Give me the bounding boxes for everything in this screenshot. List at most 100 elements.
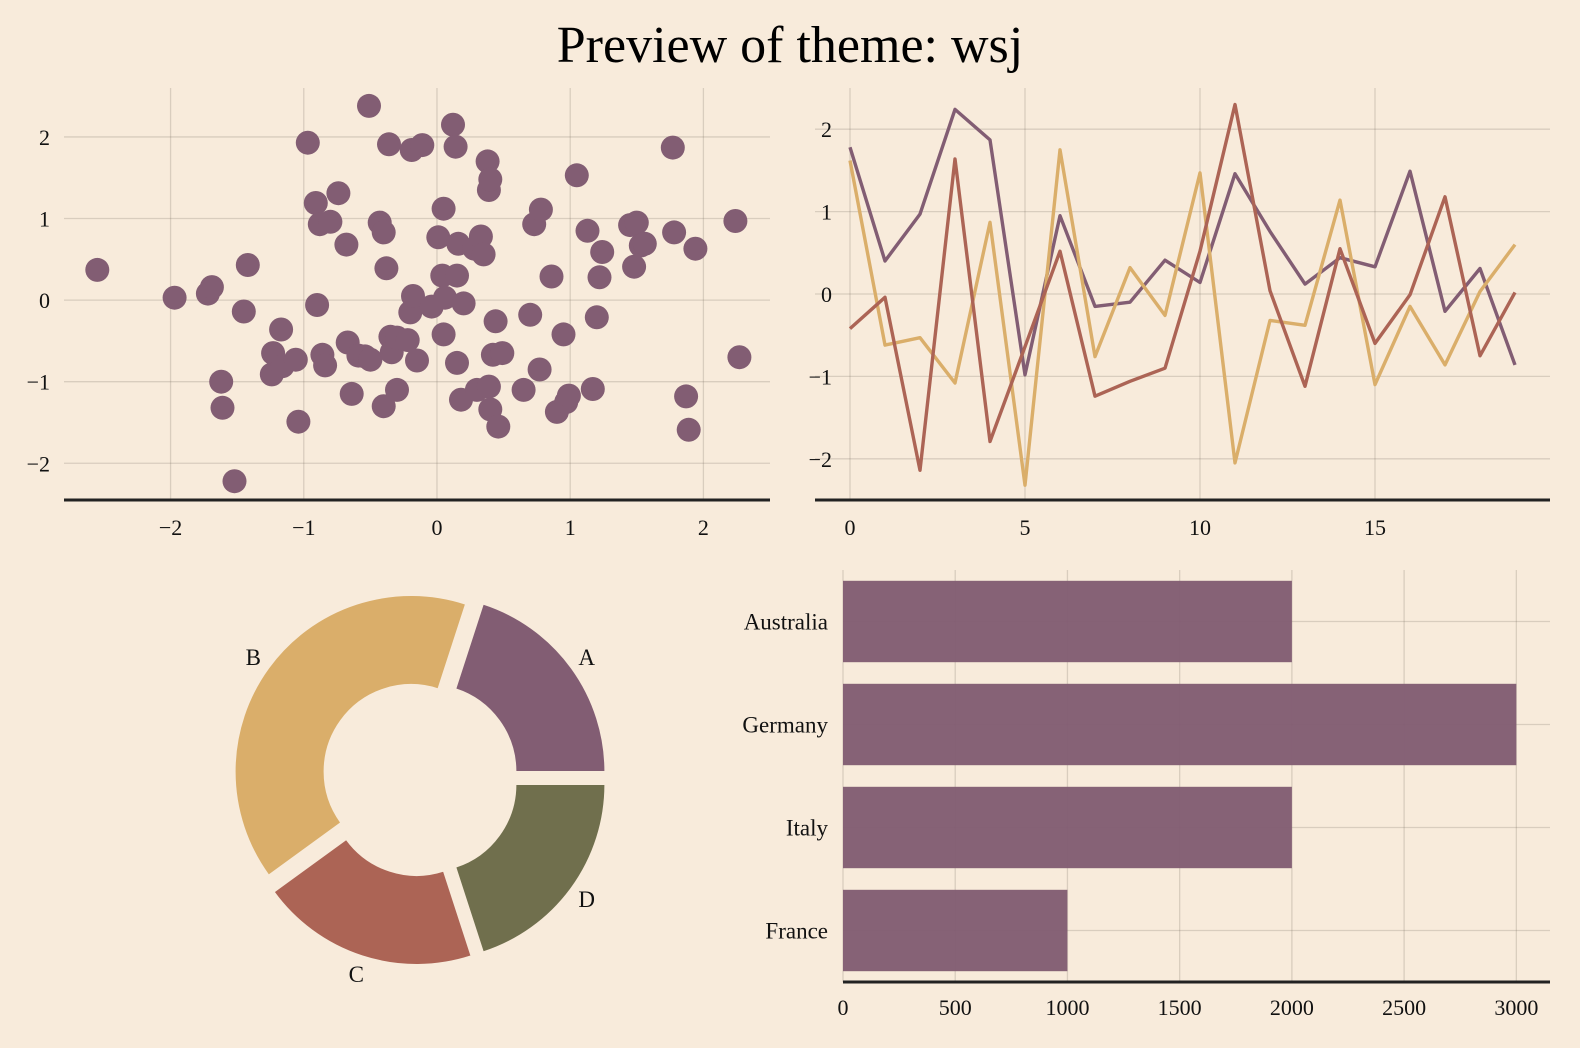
scatter-point (162, 285, 187, 310)
scatter-y-tick-label: 2 (39, 125, 50, 150)
line-series-3 (848, 102, 1517, 472)
scatter-x-tick-label: −2 (159, 515, 182, 540)
bar-x-tick-label: 2000 (1270, 995, 1314, 1020)
bar-x-tick-label: 500 (939, 995, 972, 1020)
scatter-x-tick-label: −1 (292, 515, 315, 540)
line-y-tick-label: −2 (809, 447, 832, 472)
scatter-point (357, 93, 381, 118)
line-panel: 0 5 10 15 −2 −1 0 1 2 (809, 88, 1550, 540)
scatter-point (660, 135, 685, 160)
scatter-point (222, 469, 247, 494)
scatter-point (551, 322, 576, 347)
scatter-point (431, 196, 456, 221)
scatter-point (199, 275, 224, 300)
scatter-point (318, 209, 343, 234)
scatter-point (235, 253, 260, 277)
scatter-point (632, 231, 657, 256)
scatter-point (313, 353, 338, 378)
scatter-panel: −2 −1 0 1 2 −2 −1 0 1 2 (27, 88, 770, 540)
bar-france (843, 889, 1068, 972)
line-x-tick-label: 5 (1020, 515, 1031, 540)
scatter-x-tick-label: 0 (431, 515, 442, 540)
scatter-point (283, 347, 308, 372)
scatter-point (426, 225, 451, 250)
scatter-point (433, 285, 457, 310)
scatter-point (385, 377, 409, 402)
scatter-point (377, 132, 401, 157)
donut-slice-label: B (246, 645, 261, 670)
bar-category-label: France (765, 919, 828, 944)
line-series-2 (848, 148, 1517, 487)
line-y-tick-label: −1 (809, 364, 832, 389)
donut-slice-label: D (578, 887, 595, 912)
scatter-point (334, 232, 359, 257)
donut-slice-label: A (578, 645, 595, 670)
scatter-point (85, 257, 110, 282)
scatter-point (575, 218, 600, 243)
scatter-point (478, 167, 503, 192)
donut-panel: A B C D (234, 595, 606, 987)
scatter-point (476, 374, 501, 399)
scatter-point (587, 265, 612, 290)
scatter-point (483, 309, 508, 334)
scatter-point (486, 414, 511, 439)
scatter-point (723, 209, 748, 233)
scatter-point (286, 409, 311, 434)
scatter-point (468, 224, 493, 249)
scatter-point (374, 256, 399, 281)
scatter-point (527, 357, 552, 382)
bar-x-tick-label: 1500 (1158, 995, 1202, 1020)
scatter-x-tick-label: 1 (565, 515, 576, 540)
scatter-point (451, 291, 476, 316)
scatter-point (410, 133, 435, 158)
bar-australia (843, 580, 1292, 663)
scatter-point (305, 293, 330, 317)
donut-slice-d (455, 783, 606, 953)
scatter-point (401, 284, 425, 308)
scatter-point (303, 191, 328, 215)
scatter-y-tick-label: −2 (27, 451, 50, 476)
scatter-y-tick-label: 1 (39, 207, 50, 232)
scatter-point (210, 395, 235, 420)
scatter-y-tick-label: 0 (39, 288, 50, 313)
scatter-point (445, 350, 469, 375)
scatter-point (443, 134, 468, 159)
scatter-point (490, 341, 515, 366)
scatter-point (528, 197, 553, 222)
scatter-point (662, 220, 687, 245)
scatter-point (371, 394, 396, 419)
line-x-tick-label: 15 (1364, 515, 1386, 540)
scatter-point (518, 302, 543, 327)
bar-category-label: Italy (786, 816, 829, 841)
bar-x-tick-label: 0 (838, 995, 849, 1020)
scatter-point (584, 305, 609, 330)
scatter-point (231, 299, 256, 324)
scatter-point (405, 348, 429, 373)
donut-slice-c (273, 838, 472, 965)
scatter-point (683, 236, 708, 261)
bar-x-tick-label: 2500 (1382, 995, 1426, 1020)
donut-slice-a (455, 603, 606, 773)
scatter-point (622, 254, 647, 279)
donut-slice-b (234, 595, 467, 876)
line-series-1 (848, 107, 1517, 377)
scatter-point (556, 383, 581, 408)
scatter-point (674, 384, 699, 409)
scatter-point (209, 369, 234, 394)
scatter-point (475, 149, 500, 174)
scatter-y-tick-label: −1 (27, 370, 50, 395)
scatter-point (269, 317, 294, 342)
scatter-point (580, 377, 605, 401)
bar-panel: 0 500 1000 1500 2000 2500 3000 Australia Germany… (742, 570, 1550, 1020)
scatter-point (395, 328, 420, 353)
scatter-point (326, 181, 351, 206)
scatter-point (295, 130, 320, 155)
scatter-point (339, 381, 364, 406)
scatter-point (431, 322, 456, 347)
scatter-point (539, 264, 564, 289)
line-x-tick-label: 0 (845, 515, 856, 540)
bar-x-tick-label: 1000 (1045, 995, 1089, 1020)
line-y-tick-label: 2 (821, 117, 832, 142)
bar-germany (843, 683, 1517, 766)
